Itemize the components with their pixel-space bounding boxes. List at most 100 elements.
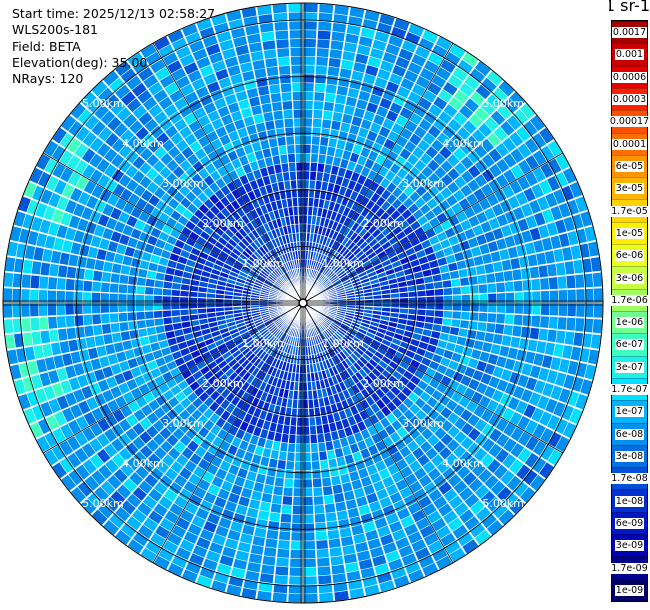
- heatmap-cell: [448, 96, 464, 111]
- ray-separator: [195, 302, 304, 584]
- heatmap-cell: [310, 434, 318, 444]
- azimuth-line: [302, 152, 564, 304]
- heatmap-cell: [44, 140, 59, 157]
- heatmap-cell: [154, 481, 168, 495]
- heatmap-cell: [258, 582, 273, 592]
- heatmap-cell: [399, 236, 410, 246]
- heatmap-cell: [486, 193, 499, 207]
- heatmap-cell: [279, 74, 291, 84]
- colorbar-segment: 0.00017: [608, 110, 650, 133]
- heatmap-cell: [487, 241, 499, 253]
- heatmap-cell: [293, 206, 299, 216]
- heatmap-cell: [385, 390, 396, 401]
- heatmap-cell: [370, 203, 381, 214]
- heatmap-cell: [353, 107, 365, 119]
- heatmap-cell: [271, 287, 280, 293]
- heatmap-cell: [280, 442, 288, 452]
- heatmap-cell: [469, 68, 486, 84]
- heatmap-cell: [83, 303, 92, 314]
- heatmap-cell: [219, 134, 231, 146]
- heatmap-cell: [461, 303, 471, 312]
- heatmap-cell: [428, 104, 443, 117]
- heatmap-cell: [316, 56, 328, 66]
- heatmap-cell: [145, 540, 162, 555]
- heatmap-cell: [409, 460, 422, 473]
- heatmap-cell: [126, 179, 139, 192]
- heatmap-cell: [274, 281, 283, 288]
- heatmap-cell: [487, 353, 499, 365]
- heatmap-cell: [197, 180, 209, 192]
- heatmap-cell: [255, 122, 266, 133]
- heatmap-cell: [447, 74, 463, 89]
- heatmap-cell: [168, 447, 181, 460]
- heatmap-cell: [257, 259, 266, 268]
- heatmap-cell: [467, 442, 481, 456]
- heatmap-cell: [331, 240, 338, 250]
- heatmap-cell: [419, 525, 435, 538]
- colorbar-tick-label: 1e-09: [614, 584, 645, 596]
- heatmap-cell: [105, 132, 119, 147]
- heatmap-cell: [311, 381, 317, 391]
- heatmap-cell: [369, 122, 382, 134]
- heatmap-cell: [518, 431, 532, 447]
- heatmap-cell: [277, 331, 284, 340]
- heatmap-cell: [150, 532, 166, 547]
- heatmap-cell: [281, 398, 288, 407]
- heatmap-cell: [332, 111, 343, 122]
- heatmap-cell: [112, 409, 126, 423]
- heatmap-cell: [61, 474, 77, 491]
- heatmap-cell: [266, 334, 274, 342]
- heatmap-cell: [123, 478, 138, 493]
- ray-separator: [101, 302, 304, 527]
- heatmap-cell: [313, 398, 320, 408]
- heatmap-cell: [303, 38, 316, 48]
- heatmap-cell: [415, 547, 431, 561]
- heatmap-cell: [30, 275, 40, 289]
- heatmap-cell: [337, 308, 346, 312]
- heatmap-cell: [427, 159, 440, 172]
- heatmap-cell: [286, 398, 293, 408]
- heatmap-cell: [364, 248, 374, 257]
- heatmap-cell: [392, 225, 403, 236]
- heatmap-cell: [23, 182, 37, 198]
- heatmap-cell: [288, 270, 294, 279]
- heatmap-cell: [547, 415, 561, 431]
- heatmap-cell: [248, 364, 257, 374]
- heatmap-cell: [314, 261, 319, 271]
- ray-separator: [302, 302, 505, 527]
- heatmap-cell: [467, 358, 479, 369]
- heatmap-cell: [342, 369, 351, 379]
- heatmap-cell: [329, 174, 337, 184]
- heatmap-cell: [476, 382, 488, 395]
- heatmap-cell: [401, 40, 417, 53]
- heatmap-cell: [273, 583, 288, 594]
- heatmap-cell: [409, 415, 421, 427]
- heatmap-cell: [321, 468, 330, 478]
- heatmap-cell: [253, 264, 262, 272]
- heatmap-cell: [504, 358, 516, 371]
- heatmap-cell: [237, 53, 251, 65]
- heatmap-cell: [327, 182, 335, 193]
- heatmap-cell: [262, 285, 271, 291]
- heatmap-cell: [274, 164, 282, 174]
- range-ring-label: 2.00km: [202, 377, 244, 390]
- heatmap-cell: [341, 536, 354, 547]
- heatmap-cell: [139, 147, 153, 161]
- heatmap-cell: [529, 115, 545, 132]
- heatmap-cell: [91, 303, 101, 314]
- heatmap-cell: [199, 64, 214, 77]
- heatmap-cell: [380, 60, 394, 73]
- heatmap-cell: [331, 375, 339, 385]
- heatmap-cell: [89, 422, 103, 437]
- heatmap-cell: [164, 324, 174, 332]
- heatmap-cell: [351, 211, 361, 222]
- heatmap-cell: [401, 209, 412, 220]
- heatmap-cell: [162, 224, 173, 235]
- heatmap-cell: [127, 52, 144, 67]
- heatmap-cell: [267, 345, 275, 355]
- heatmap-cell: [542, 209, 554, 224]
- heatmap-cell: [248, 96, 261, 107]
- heatmap-cell: [388, 375, 399, 385]
- heatmap-cell: [427, 540, 444, 554]
- heatmap-cell: [282, 324, 289, 333]
